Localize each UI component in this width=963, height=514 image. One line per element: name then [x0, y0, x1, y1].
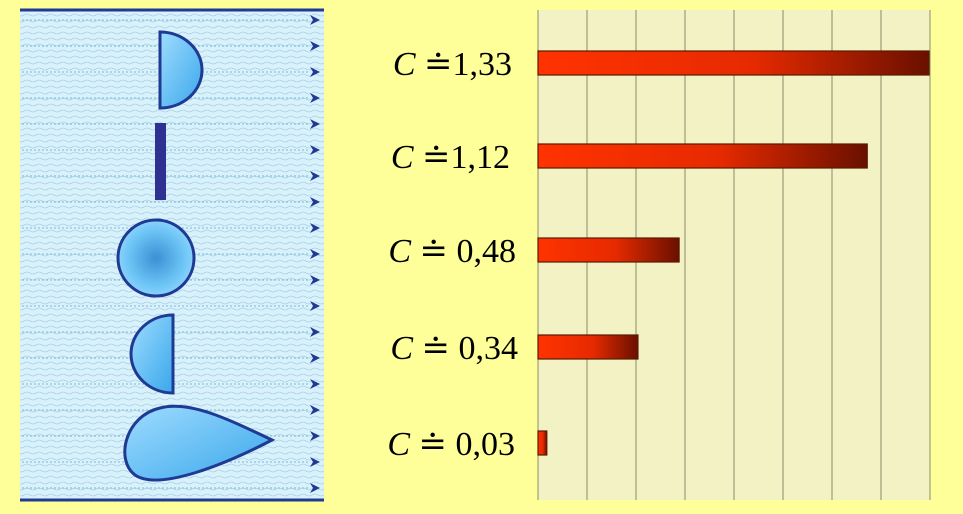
label-symbol: ≐ [414, 139, 451, 176]
bar [537, 430, 548, 456]
arrowhead-right-icon [310, 249, 320, 259]
arrowhead-right-icon [310, 353, 320, 363]
label-value: 0,34 [459, 330, 519, 367]
label-value: 0,03 [456, 426, 516, 463]
label-variable: C [391, 139, 414, 176]
bodies [116, 30, 276, 482]
coefficient-label: C ≐ 0,48 [388, 233, 516, 270]
plot-gridlines [537, 10, 931, 500]
teardrop-streamlined-shape [123, 404, 276, 482]
bar [537, 334, 639, 360]
arrowhead-right-icon [310, 171, 320, 181]
arrowhead-right-icon [310, 379, 320, 389]
arrowhead-right-icon [310, 223, 320, 233]
arrowhead-right-icon [310, 301, 320, 311]
arrowhead-right-icon [310, 275, 320, 285]
coefficient-label: C ≐1,12 [391, 139, 510, 176]
arrowhead-right-icon [310, 67, 320, 77]
arrowhead-right-icon [310, 41, 320, 51]
label-symbol: ≐ [416, 46, 453, 83]
arrowhead-right-icon [310, 119, 320, 129]
arrowhead-right-icon [310, 327, 320, 337]
coefficient-labels: C ≐1,33C ≐1,12C ≐ 0,48C ≐ 0,34C ≐ 0,03 [387, 46, 518, 463]
coefficient-label: C ≐ 0,03 [387, 426, 515, 463]
label-symbol: ≐ [413, 330, 459, 367]
label-variable: C [393, 46, 416, 83]
label-value: 0,48 [457, 233, 517, 270]
bar [537, 50, 930, 76]
label-value: 1,12 [451, 139, 511, 176]
flat-plate-shape [155, 123, 166, 200]
arrowhead-right-icon [310, 431, 320, 441]
label-symbol: ≐ [411, 233, 457, 270]
arrowhead-right-icon [310, 457, 320, 467]
coefficient-label: C ≐1,33 [393, 46, 512, 83]
drag-coefficient-chart [537, 10, 931, 500]
label-value: 1,33 [453, 46, 513, 83]
arrowhead-right-icon [310, 197, 320, 207]
arrowhead-right-icon [310, 15, 320, 25]
label-symbol: ≐ [410, 426, 456, 463]
label-variable: C [390, 330, 413, 367]
sphere-shape [116, 218, 196, 298]
arrowhead-right-icon [310, 405, 320, 415]
flow-arrows [310, 15, 320, 493]
coefficient-label: C ≐ 0,34 [390, 330, 518, 367]
arrowhead-right-icon [310, 145, 320, 155]
bar [537, 237, 680, 263]
label-variable: C [388, 233, 411, 270]
half-disc-flat-front-shape [158, 30, 204, 110]
arrowhead-right-icon [310, 483, 320, 493]
bars [537, 50, 930, 456]
half-disc-round-front-shape [129, 313, 175, 395]
arrowhead-right-icon [310, 93, 320, 103]
bar [537, 143, 868, 169]
label-variable: C [387, 426, 410, 463]
